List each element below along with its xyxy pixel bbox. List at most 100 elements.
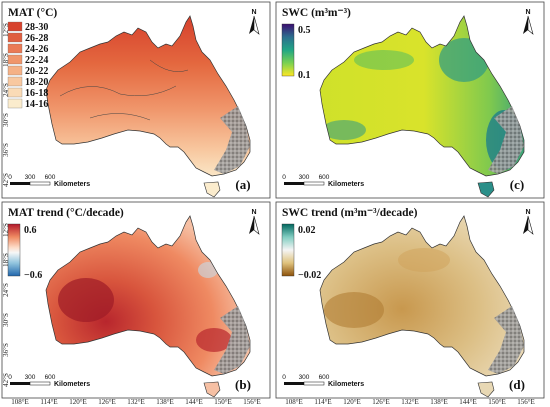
legend-class-label: 24-26 <box>25 44 48 55</box>
latitude-label: 30°S <box>2 113 10 127</box>
north-arrow-icon <box>523 216 528 234</box>
legend-max-label: 0.6 <box>24 225 37 236</box>
gradient-legend: SWC trend (m³m⁻³/decade) 0.02 −0.02 <box>281 207 418 281</box>
legend-class-swatch <box>7 32 23 43</box>
panel-label: (b) <box>235 377 251 392</box>
legend-colorbar <box>281 23 295 77</box>
latitude-label: 24°S <box>2 283 10 297</box>
scale-bar-unit: Kilometers <box>54 181 90 188</box>
latitude-labels: 12°S 18°S 24°S 30°S 36°S 42°S 12°S 18°S 24°S 30°S… <box>2 23 10 387</box>
class-legend: MAT (°C) 28-3026-2824-2622-2420-2218-201… <box>7 7 57 110</box>
legend-class-label: 18-20 <box>25 77 48 88</box>
north-arrow-icon <box>249 16 254 34</box>
scale-bar-tick: 300 <box>299 374 310 381</box>
longitude-label: 138°E <box>156 398 174 406</box>
scale-bar-tick: 0 <box>8 374 12 381</box>
scale-bar-tick: 0 <box>8 174 12 181</box>
longitude-labels: 108°E 114°E 120°E 126°E 132°E 138°E 144°E 150°E… <box>11 398 535 406</box>
longitude-label: 108°E <box>11 398 29 406</box>
latitude-label: 36°S <box>2 343 10 357</box>
panel-label: (c) <box>510 177 524 192</box>
longitude-label: 132°E <box>401 398 419 406</box>
north-label: N <box>525 9 530 16</box>
scale-bar-segment <box>303 181 325 186</box>
latitude-label: 24°S <box>2 83 10 97</box>
scale-bar-segment <box>284 182 304 185</box>
scale-bar-tick: 600 <box>45 174 56 181</box>
region-boundaries <box>59 59 189 121</box>
longitude-label: 114°E <box>314 398 331 406</box>
panel-a: MAT (°C) 28-3026-2824-2622-2420-2218-201… <box>1 1 271 199</box>
terrain-relief <box>214 106 250 174</box>
legend-class-label: 28-30 <box>25 22 48 33</box>
legend-class-swatch <box>7 76 23 87</box>
legend-max-label: 0.02 <box>298 225 316 236</box>
longitude-label: 132°E <box>127 398 145 406</box>
longitude-label: 120°E <box>343 398 361 406</box>
panel-label: (a) <box>235 177 250 192</box>
north-arrow-icon <box>523 16 528 34</box>
scale-bar-unit: Kilometers <box>328 181 364 188</box>
scale-bar-tick: 300 <box>25 374 36 381</box>
latitude-label: 42°S <box>2 173 10 187</box>
legend-class-label: 20-22 <box>25 66 48 77</box>
latitude-label: 12°S <box>2 23 10 37</box>
scale-bar-tick: 600 <box>319 374 330 381</box>
longitude-label: 156°E <box>243 398 261 406</box>
terrain-relief <box>488 106 524 174</box>
legend-colorbar <box>7 223 21 277</box>
latitude-label: 30°S <box>2 313 10 327</box>
legend-class-swatch <box>7 43 23 54</box>
latitude-label: 42°S <box>2 373 10 387</box>
north-label: N <box>525 209 530 216</box>
scale-bar-tick: 300 <box>25 174 36 181</box>
terrain-relief <box>488 306 524 374</box>
north-label: N <box>251 9 256 16</box>
legend-title: MAT (°C) <box>8 7 57 19</box>
scale-bar-segment <box>284 382 304 385</box>
legend-title: SWC (m³m⁻³) <box>282 7 351 19</box>
legend-class-swatch <box>7 87 23 98</box>
latitude-label: 12°S <box>2 223 10 237</box>
scale-bar-segment <box>29 181 51 186</box>
north-label: N <box>251 209 256 216</box>
terrain-relief <box>214 306 250 374</box>
longitude-label: 120°E <box>69 398 87 406</box>
legend-class-label: 14-16 <box>25 99 48 110</box>
scale-bar-unit: Kilometers <box>328 381 364 388</box>
longitude-label: 126°E <box>372 398 390 406</box>
legend-max-label: 0.5 <box>298 25 311 36</box>
scale-bar-tick: 300 <box>299 174 310 181</box>
latitude-label: 36°S <box>2 143 10 157</box>
legend-class-swatch <box>7 65 23 76</box>
scale-bar-tick: 0 <box>282 174 286 181</box>
north-arrow-icon <box>253 15 260 35</box>
longitude-label: 144°E <box>185 398 203 406</box>
legend-class-label: 16-18 <box>25 88 48 99</box>
north-arrow-icon <box>249 216 254 234</box>
legend-class-swatch <box>7 98 23 109</box>
legend-min-label: 0.1 <box>298 70 311 81</box>
longitude-label: 144°E <box>459 398 477 406</box>
legend-min-label: −0.6 <box>24 270 42 281</box>
legend-class-swatch <box>7 54 23 65</box>
legend-title: MAT trend (°C/decade) <box>8 207 124 219</box>
north-arrow-icon <box>253 215 260 235</box>
legend-colorbar <box>281 223 295 277</box>
scale-bar-tick: 0 <box>282 374 286 381</box>
longitude-label: 126°E <box>98 398 116 406</box>
longitude-label: 114°E <box>40 398 57 406</box>
longitude-label: 156°E <box>517 398 535 406</box>
scale-bar-tick: 600 <box>319 174 330 181</box>
scale-bar-tick: 600 <box>45 374 56 381</box>
latitude-label: 18°S <box>2 53 10 67</box>
legend-class-label: 22-24 <box>25 55 48 66</box>
legend-min-label: −0.02 <box>298 270 321 281</box>
longitude-label: 150°E <box>488 398 506 406</box>
scale-bar-segment <box>10 182 30 185</box>
legend-class-label: 26-28 <box>25 33 48 44</box>
